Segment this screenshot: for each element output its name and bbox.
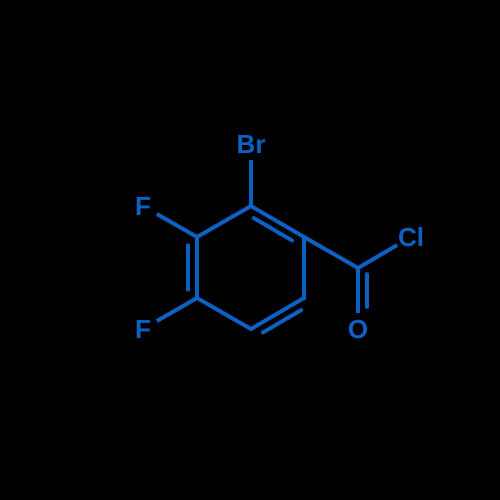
atom-label-Br: Br bbox=[237, 129, 266, 159]
bond-C1-C7 bbox=[304, 237, 358, 268]
molecule-canvas: Br F F O Cl bbox=[0, 0, 500, 500]
bond-C5-C6-inner bbox=[263, 310, 301, 332]
bond-C7-Cl bbox=[358, 245, 397, 268]
bond-C3-F4 bbox=[157, 214, 197, 237]
atom-label-Cl: Cl bbox=[398, 222, 424, 252]
bond-C1-C2-inner bbox=[254, 218, 292, 240]
bonds-layer bbox=[157, 160, 397, 332]
atom-label-O: O bbox=[348, 314, 368, 344]
bond-C4-C5 bbox=[197, 298, 251, 329]
atom-label-F5: F bbox=[135, 314, 151, 344]
atom-label-F4: F bbox=[135, 191, 151, 221]
bond-C4-F5 bbox=[157, 298, 197, 321]
bond-C2-C3 bbox=[197, 206, 251, 237]
